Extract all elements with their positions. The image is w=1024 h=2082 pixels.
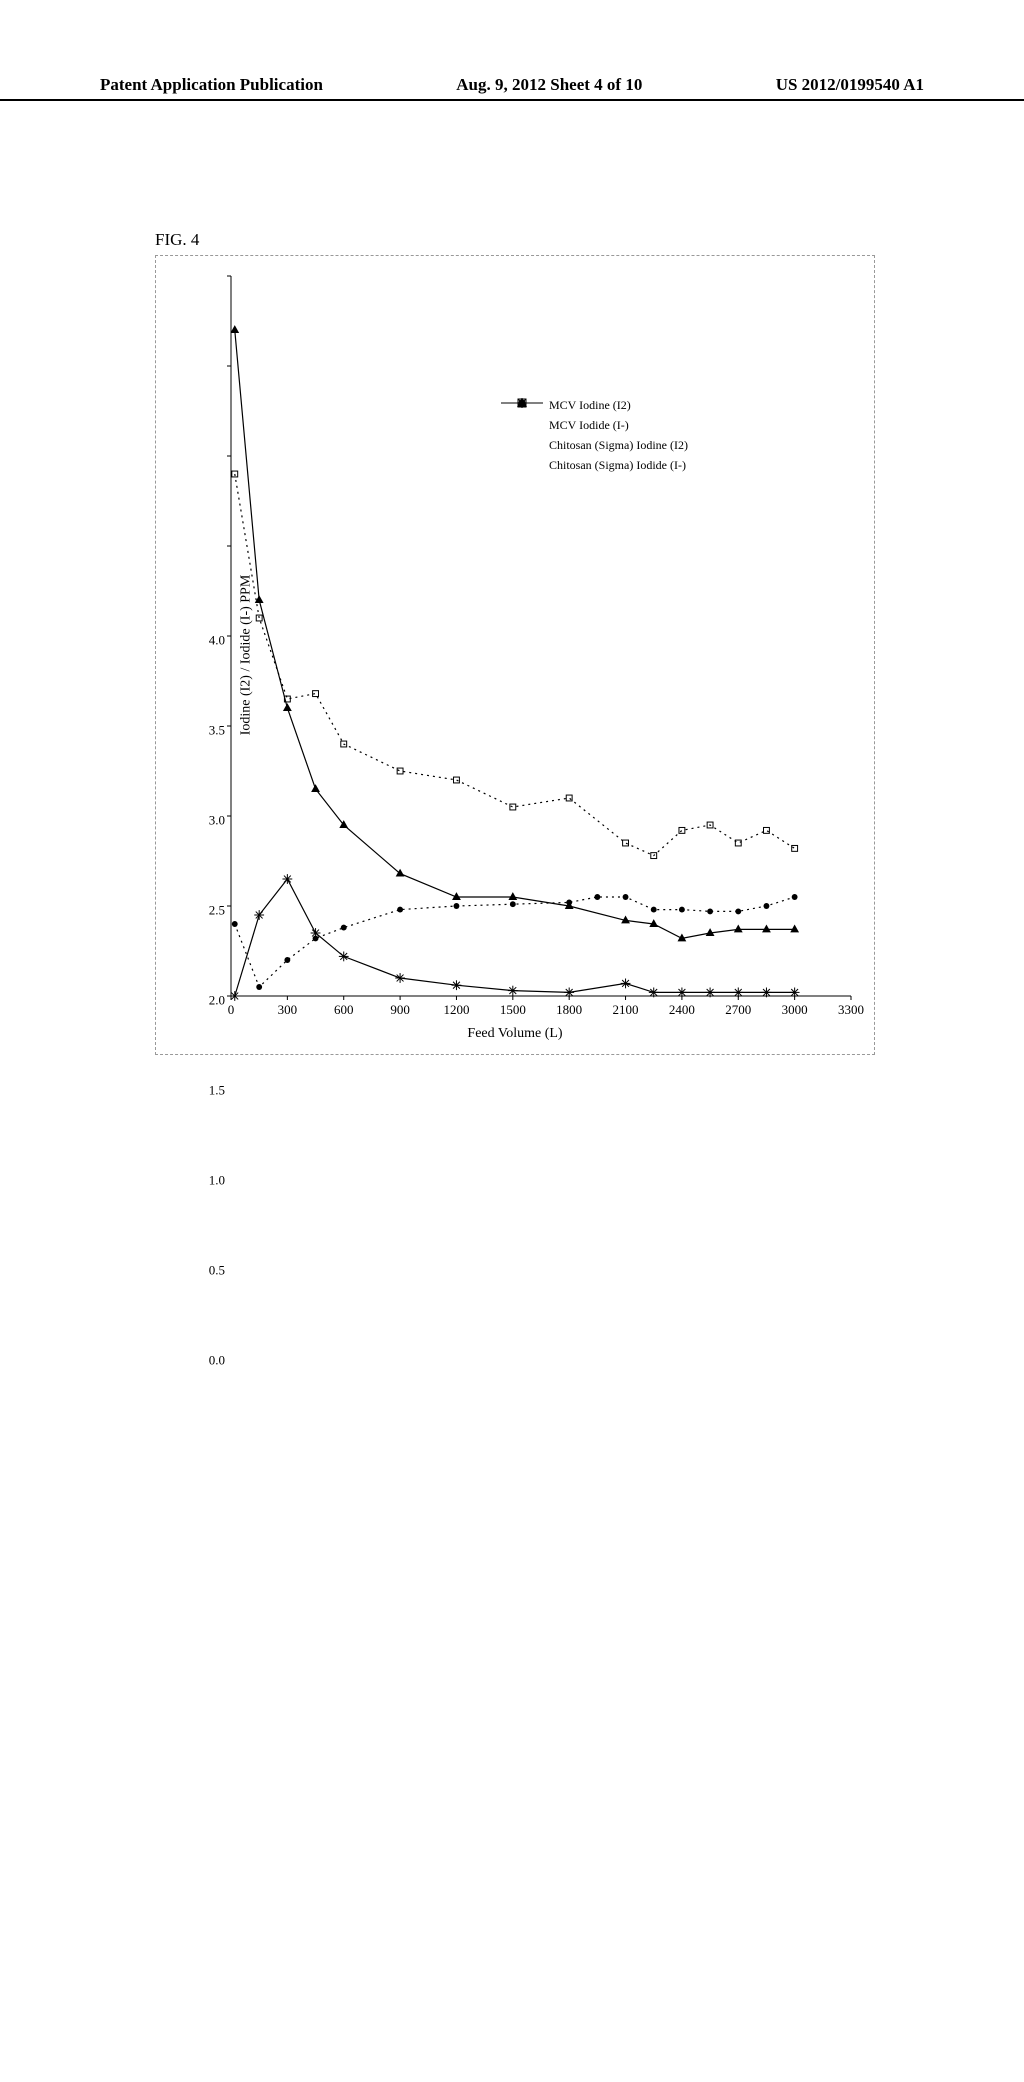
x-tick-label: 2400 [669,996,695,1018]
page-header: Patent Application Publication Aug. 9, 2… [0,75,1024,101]
x-tick-label: 1200 [443,996,469,1018]
x-tick-label: 3300 [838,996,864,1018]
legend: MCV Iodine (I2) MCV Iodide (I-) Chitosan… [501,396,688,476]
x-tick-label: 1800 [556,996,582,1018]
x-tick-label: 0 [228,996,235,1018]
x-tick-label: 3000 [782,996,808,1018]
x-tick-label: 1500 [500,996,526,1018]
x-tick-label: 2700 [725,996,751,1018]
figure-label: FIG. 4 [155,230,199,250]
plot-area: 0.00.51.01.52.02.53.03.54.00300600900120… [231,276,851,996]
header-right: US 2012/0199540 A1 [776,75,924,95]
legend-item: Chitosan (Sigma) Iodide (I-) [501,456,688,474]
header-left: Patent Application Publication [100,75,323,95]
x-tick-label: 2100 [613,996,639,1018]
legend-swatch-square [501,458,543,472]
x-tick-label: 600 [334,996,354,1018]
x-tick-label: 300 [278,996,298,1018]
x-tick-label: 900 [390,996,410,1018]
chart-svg [231,276,851,996]
header-center: Aug. 9, 2012 Sheet 4 of 10 [456,75,642,95]
chart-container: Iodine (I2) / Iodide (I-) PPM Feed Volum… [155,255,875,1055]
x-axis-label: Feed Volume (L) [467,1026,562,1042]
